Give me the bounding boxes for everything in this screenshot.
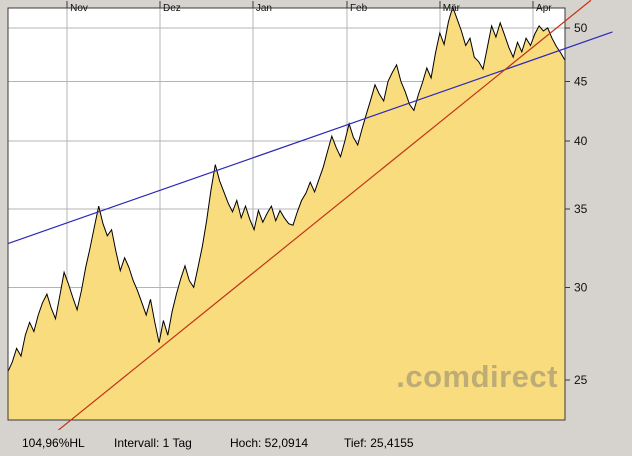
status-low: Tief: 25,4155 — [344, 436, 414, 450]
x-axis-label: Jan — [256, 3, 272, 14]
price-chart: 25 30 35 40 45 50 Nov Dez Jan Feb Mär Apr — [7, 0, 613, 430]
status-interval: Intervall: 1 Tag — [114, 436, 192, 450]
status-high: Hoch: 52,0914 — [230, 436, 309, 450]
y-axis-label: 40 — [574, 134, 588, 148]
y-axis-label: 50 — [574, 21, 588, 35]
x-axis-label: Nov — [70, 3, 88, 14]
x-axis-label: Apr — [536, 3, 552, 14]
x-axis-label: Dez — [163, 3, 181, 14]
y-axis-label: 35 — [574, 202, 588, 216]
status-percent-hl: 104,96%HL — [22, 436, 85, 450]
plot-border — [7, 7, 566, 421]
y-axis-label: 45 — [574, 74, 588, 88]
support-trendline-blue — [7, 31, 613, 245]
x-axis-label: Mär — [443, 3, 461, 14]
price-line — [7, 5, 566, 372]
status-bar: 104,96%HL Intervall: 1 Tag Hoch: 52,0914… — [0, 430, 632, 456]
y-axis-label: 25 — [574, 373, 588, 387]
price-area — [8, 7, 565, 420]
y-axis-label: 30 — [574, 280, 588, 294]
x-axis-label: Feb — [350, 3, 368, 14]
uptrend-line-red — [57, 0, 592, 430]
